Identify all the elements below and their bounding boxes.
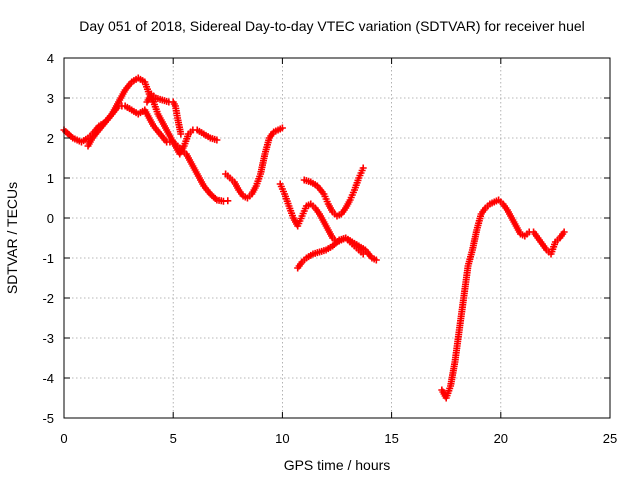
series-arc-3a: [276, 180, 367, 258]
y-tick-label: -5: [42, 411, 54, 426]
data-point: [359, 164, 367, 172]
data-point: [213, 136, 221, 144]
series-arc-2: [222, 124, 286, 202]
x-tick-label: 20: [494, 431, 508, 446]
x-tick-label: 0: [60, 431, 67, 446]
y-tick-label: 2: [47, 131, 54, 146]
series-arc-3b: [294, 234, 380, 272]
data-point: [372, 256, 380, 264]
plot-frame: [63, 57, 611, 419]
data-point: [224, 197, 232, 205]
axis-ticks: [63, 57, 611, 419]
data-points: [60, 74, 568, 402]
y-tick-label: -1: [42, 251, 54, 266]
data-point: [177, 130, 185, 138]
y-tick-label: 0: [47, 211, 54, 226]
x-tick-label: 5: [170, 431, 177, 446]
y-tick-label: -2: [42, 291, 54, 306]
x-tick-label: 10: [275, 431, 289, 446]
y-tick-label: -4: [42, 371, 54, 386]
series-arc-1a: [60, 102, 232, 205]
y-tick-label: 3: [47, 91, 54, 106]
data-point: [278, 124, 286, 132]
y-tick-labels: -5 -4 -3 -2 -1 0 1 2 3 4: [42, 51, 54, 426]
series-arc-3c: [300, 164, 367, 220]
x-axis-label: GPS time / hours: [284, 457, 391, 473]
series-arc-4: [438, 196, 568, 402]
y-tick-label: -3: [42, 331, 54, 346]
series-arc-1b: [84, 74, 221, 158]
y-axis-label: SDTVAR / TECUs: [4, 182, 20, 294]
x-tick-labels: 0 5 10 15 20 25: [60, 431, 617, 446]
x-tick-label: 15: [384, 431, 398, 446]
y-tick-label: 4: [47, 51, 54, 66]
x-tick-label: 25: [603, 431, 617, 446]
chart-title: Day 051 of 2018, Sidereal Day-to-day VTE…: [79, 18, 585, 34]
y-tick-label: 1: [47, 171, 54, 186]
data-point: [560, 228, 568, 236]
series-arc-1c: [143, 90, 185, 138]
